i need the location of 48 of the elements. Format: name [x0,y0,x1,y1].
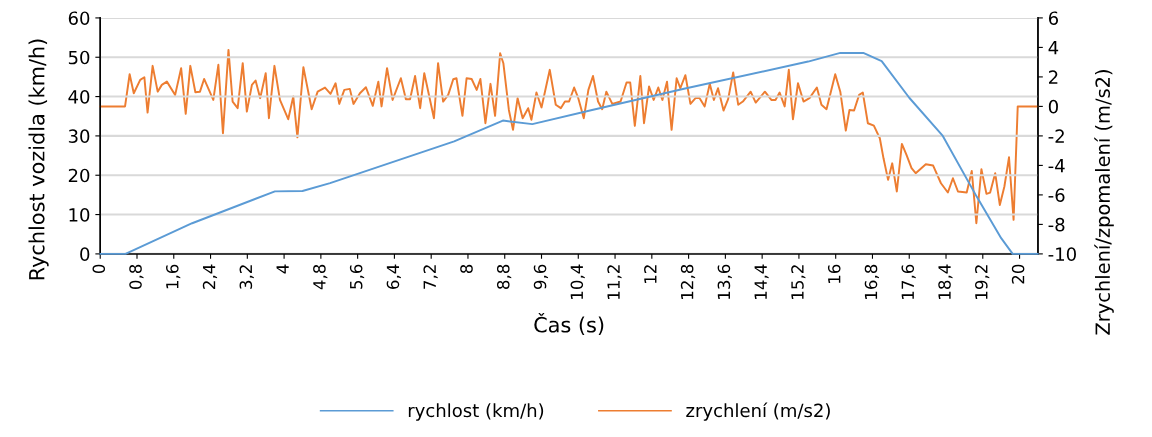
x-tick-label: 4 [276,264,289,274]
x-tick-label: 14,4 [754,264,769,299]
x-tick-label: 15,2 [791,265,806,299]
x-tick-label: 0 [92,264,106,274]
y2-tick-label: 0 [1048,99,1058,114]
x-tick-label: 12,8 [680,264,696,299]
y2-tick-label: -6 [1048,188,1065,203]
y2-axis-title: Zrychlení/zpomalení (m/s2) [1094,70,1114,335]
y2-tick-label: 2 [1049,70,1058,84]
x-tick-label: 8,8 [496,264,512,289]
y-axis-title: Rychlost vozidla (km/h) [28,39,49,280]
legend-label: rychlost (km/h) [408,403,544,421]
x-tick-label: 0,8 [129,264,144,290]
y-tick-label: 20 [68,168,90,183]
x-tick-label: 18,4 [938,264,953,299]
y-tick-label: 0 [80,247,90,262]
x-tick-label: 12 [644,265,657,283]
x-tick-label: 2,4 [202,264,218,289]
x-tick-label: 20 [1011,264,1025,284]
x-tick-label: 9,6 [533,264,549,290]
x-tick-label: 7,2 [423,265,438,289]
y-tick-label: 30 [68,129,90,144]
x-tick-label: 10,4 [570,264,585,299]
x-tick-label: 19,2 [975,265,990,299]
y2-tick-label: -4 [1048,159,1065,173]
y-tick-label: 10 [69,208,90,222]
legend-label: zrychlení (m/s2) [686,402,830,421]
y2-tick-label: -10 [1048,247,1076,262]
x-tick-label: 3,2 [239,265,254,289]
y2-tick-label: 4 [1048,41,1059,55]
x-tick-label: 6,4 [386,264,401,289]
y2-tick-label: -8 [1048,217,1065,232]
y2-tick-label: 6 [1048,11,1059,26]
x-tick-label: 8 [460,264,473,274]
x-tick-label: 1,6 [166,264,181,289]
x-tick-label: 4,8 [313,264,328,290]
x-tick-label: 5,6 [349,264,365,289]
y-tick-label: 60 [68,11,90,26]
x-tick-label: 16 [827,264,841,283]
x-tick-label: 13,6 [717,264,732,299]
y-tick-label: 50 [68,50,90,65]
x-tick-label: 16,8 [864,264,880,299]
y2-tick-label: -2 [1048,129,1064,143]
x-axis-title: Čas (s) [534,313,604,336]
line-series [99,48,1039,225]
y-tick-label: 40 [68,90,90,104]
x-tick-label: 11,2 [607,265,622,299]
x-tick-label: 17,6 [901,264,916,299]
